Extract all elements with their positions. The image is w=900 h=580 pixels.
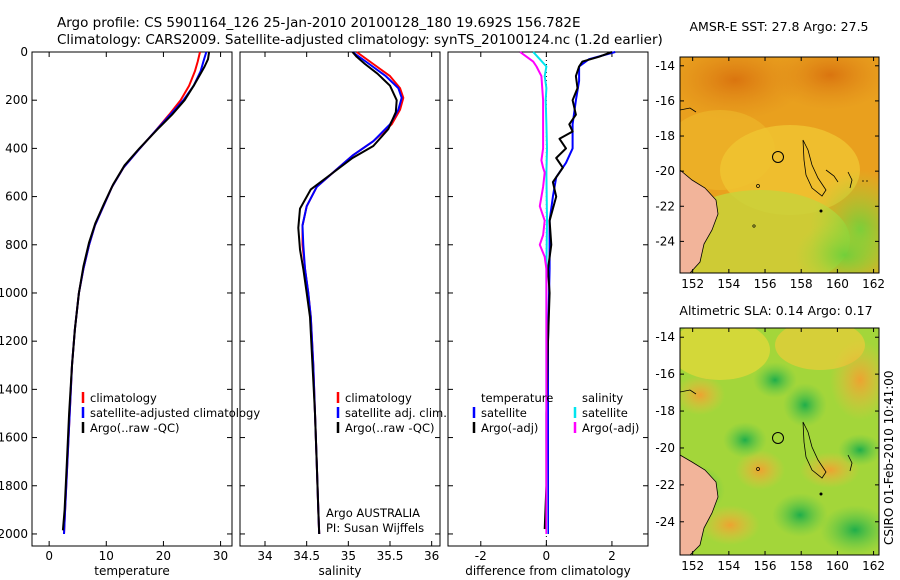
legend-heading-salinity: salinity (582, 391, 623, 405)
data-source-label: Argo AUSTRALIA (326, 506, 420, 520)
map-y-tick-label: -16 (655, 367, 675, 381)
map-x-tick-label: 154 (717, 559, 740, 573)
series-line-argo-raw-qc- (61, 51, 211, 531)
map-y-tick-label: -20 (655, 441, 675, 455)
map-y-tick-label: -14 (655, 59, 675, 73)
x-tick-label: 0 (45, 549, 53, 563)
map-y-tick-label: -22 (655, 478, 675, 492)
map-x-tick-label: 152 (681, 559, 704, 573)
x-tick-label: 34.5 (293, 549, 320, 563)
salinity-profile-panel: 34 34.5 35 35.5 36 salinity climatologysatelli… (239, 51, 447, 578)
credit-text: CSIRO 01-Feb-2010 10:41:00 (882, 370, 896, 545)
y-tick-label: 1800 (0, 479, 28, 493)
data-source-pi-label: PI: Susan Wijffels (326, 521, 424, 535)
map-x-tick-label: 160 (826, 559, 849, 573)
legend-label: climatology (90, 391, 157, 405)
map-x-tick-label: 158 (790, 277, 813, 291)
series-line-satellite-adjusted-climatology (63, 51, 208, 535)
x-tick-label: 10 (99, 549, 114, 563)
map-y-tick-label: -24 (655, 234, 675, 248)
y-tick-label: 200 (5, 93, 28, 107)
y-tick-label: 1600 (0, 431, 28, 445)
sst-heatmap (680, 57, 879, 273)
x-tick-label: 35.5 (377, 549, 404, 563)
series-line-temperature-satellite (547, 51, 616, 534)
map-x-tick-label: 162 (862, 559, 885, 573)
series-line-temperature-argo-adj- (543, 51, 613, 530)
map-y-tick-label: -22 (655, 199, 675, 213)
y-tick-label: 1200 (0, 334, 28, 348)
y-tick-label: 1000 (0, 286, 28, 300)
x-tick-label: 2 (608, 549, 616, 563)
map-x-tick-label: 152 (681, 277, 704, 291)
map-y-tick-label: -18 (655, 404, 675, 418)
x-tick-label: 34 (257, 549, 272, 563)
sla-map-title: Altimetric SLA: 0.14 Argo: 0.17 (679, 303, 872, 318)
y-tick-label: 2000 (0, 527, 28, 541)
legend-label: Argo(..raw -QC) (90, 421, 180, 435)
map-y-tick-label: -14 (655, 330, 675, 344)
y-tick-label: 1400 (0, 382, 28, 396)
x-tick-label: 35 (341, 549, 356, 563)
sst-argo-position-marker (772, 151, 784, 163)
y-tick-label: 400 (5, 141, 28, 155)
x-tick-label: 20 (156, 549, 171, 563)
x-axis-label: salinity (318, 564, 361, 578)
sst-map-panel: AMSR-E SST: 27.8 Argo: 27.5 152 154 156 158… (655, 19, 885, 291)
legend-label: satellite (582, 406, 628, 420)
sst-map-title: AMSR-E SST: 27.8 Argo: 27.5 (689, 19, 868, 34)
map-x-tick-label: 158 (790, 559, 813, 573)
legend-label: satellite (481, 406, 527, 420)
series-line-salinity-satellite (532, 51, 548, 535)
x-tick-label: -2 (475, 549, 487, 563)
map-x-tick-label: 162 (862, 277, 885, 291)
x-axis-label: temperature (94, 564, 169, 578)
map-x-tick-label: 154 (717, 277, 740, 291)
legend-label: Argo(..raw -QC) (345, 421, 435, 435)
legend-label: Argo(-adj) (481, 421, 538, 435)
legend-label: satellite adj. clim. (345, 406, 447, 420)
y-tick-label: 800 (5, 238, 28, 252)
map-x-tick-label: 156 (754, 277, 777, 291)
x-tick-label: 36 (424, 549, 439, 563)
map-x-tick-label: 160 (826, 277, 849, 291)
series-line-argo-raw-qc- (297, 51, 398, 535)
figure-title-line1: Argo profile: CS 5901164_126 25-Jan-2010… (57, 15, 580, 31)
sla-heatmap (680, 328, 879, 555)
y-tick-label: 0 (20, 45, 28, 59)
x-axis-label: difference from climatology (465, 564, 631, 578)
map-y-tick-label: -24 (655, 515, 675, 529)
x-tick-label: 0 (543, 549, 551, 563)
legend-label: climatology (345, 391, 412, 405)
y-tick-label: 600 (5, 190, 28, 204)
series-line-salinity-argo-adj- (519, 51, 548, 534)
map-y-tick-label: -18 (655, 129, 675, 143)
map-y-tick-label: -16 (655, 94, 675, 108)
legend-label: satellite-adjusted climatology (90, 406, 260, 420)
map-x-tick-label: 156 (754, 559, 777, 573)
temperature-profile-panel: 0 10 20 30 temperature 0 200 400 600 800 1000 1200 1… (0, 45, 260, 578)
sla-map-panel: Altimetric SLA: 0.14 Argo: 0.17 (655, 303, 885, 573)
legend-heading-temperature: temperature (481, 391, 553, 405)
map-y-tick-label: -20 (655, 164, 675, 178)
legend-label: Argo(-adj) (582, 421, 639, 435)
figure-title-line2: Climatology: CARS2009. Satellite-adjuste… (57, 32, 663, 48)
sla-argo-position-marker (772, 432, 784, 444)
x-tick-label: 30 (213, 549, 228, 563)
series-line-climatology (63, 51, 201, 535)
